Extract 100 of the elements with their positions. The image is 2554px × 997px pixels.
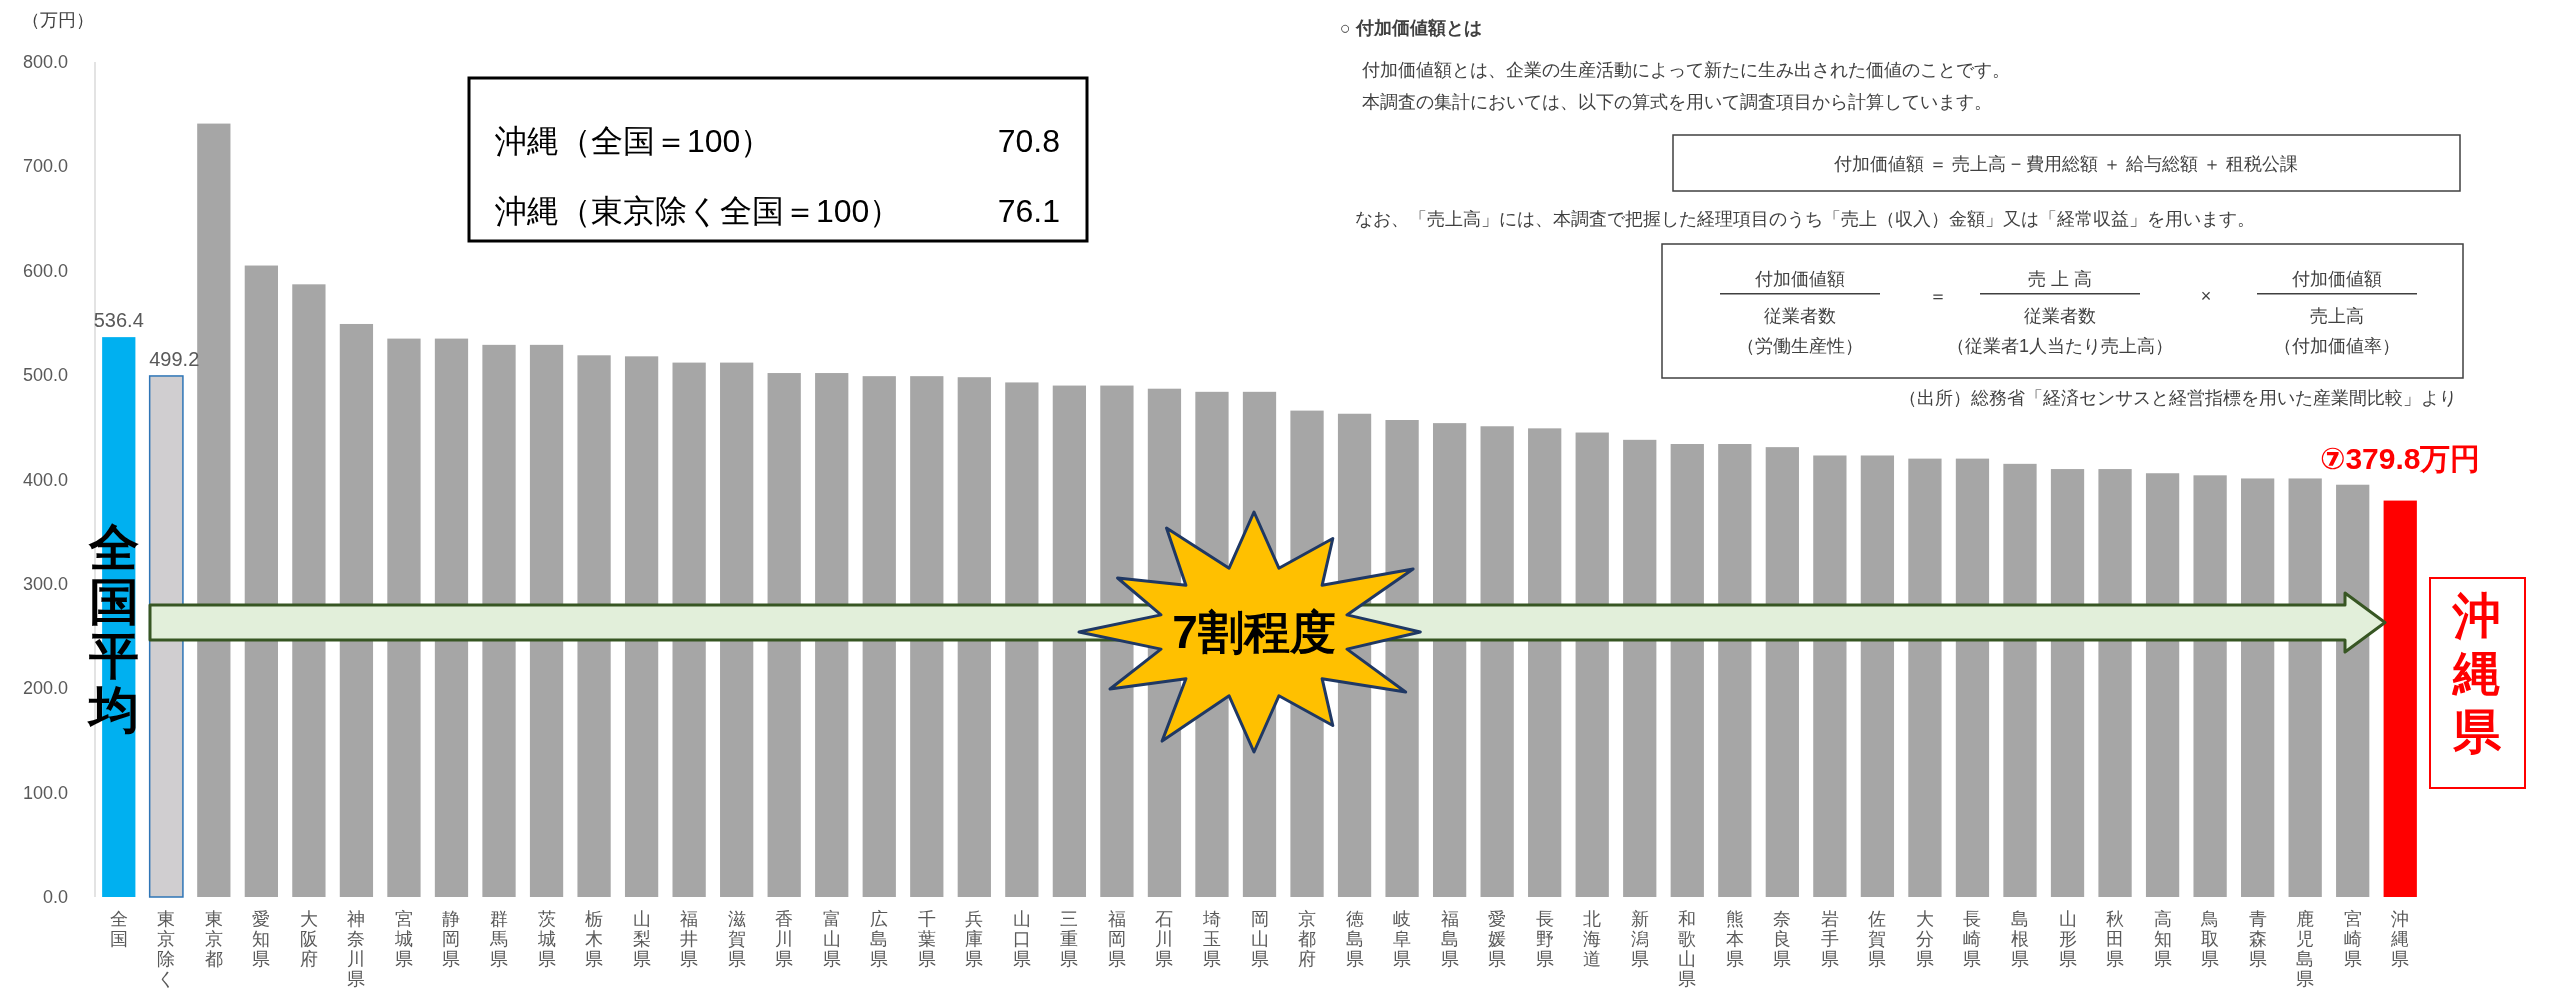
x-tick-label: 長崎県 [1963, 909, 1982, 969]
annotation: 沖縄（東京除く全国＝100） [495, 193, 902, 229]
bar [1480, 426, 1514, 897]
bar [2003, 463, 2037, 897]
annotation: （付加価値率） [2274, 336, 2400, 356]
x-tick-label: 岐阜県 [1393, 909, 1412, 969]
x-tick-label: 愛媛県 [1488, 909, 1507, 969]
bar [244, 265, 278, 897]
x-tick-label: 茨城県 [536, 909, 556, 969]
x-tick-label: 宮城県 [393, 909, 413, 969]
annotation: 付加価値額とは、企業の生産活動によって新たに生み出された価値のことです。 [1361, 60, 2010, 80]
x-tick-label: 全国 [109, 909, 128, 949]
x-tick-label: 青森県 [2248, 909, 2267, 969]
x-tick-label: 高知県 [2153, 909, 2172, 969]
annotation: 76.1 [997, 193, 1060, 229]
bar [862, 376, 896, 897]
annotation: ＝ [1929, 286, 1947, 306]
x-tick-label: 京都府 [1298, 909, 1317, 969]
bar [482, 344, 516, 897]
y-tick-label: 300.0 [22, 573, 68, 594]
x-tick-label: 山形県 [2058, 909, 2077, 969]
y-tick-label: 200.0 [22, 678, 68, 699]
x-tick-label: 山梨県 [632, 909, 651, 969]
x-tick-label: 宮崎県 [2343, 909, 2362, 969]
y-tick-label: 700.0 [22, 156, 68, 177]
x-tick-label: 岩手県 [1820, 909, 1839, 969]
bar [1670, 444, 1704, 897]
bar [1528, 428, 1562, 897]
x-tick-label: 奈良県 [1773, 909, 1792, 969]
text: 沖縄県 [2451, 589, 2502, 758]
annotation: 70.8 [997, 123, 1060, 159]
x-tick-label: 佐賀県 [1868, 909, 1887, 969]
x-tick-label: 千葉県 [917, 909, 936, 969]
y-tick-label: 800.0 [22, 52, 68, 72]
bar [815, 373, 849, 897]
annotation: 沖縄（全国＝100） [495, 123, 773, 159]
bar [720, 362, 754, 897]
x-tick-label: 富山県 [822, 909, 841, 969]
bar [2193, 475, 2227, 897]
bar [957, 377, 991, 897]
annotation: 本調査の集計においては、以下の算式を用いて調査項目から計算しています。 [1362, 92, 1992, 112]
x-tick-label: 長野県 [1535, 909, 1554, 969]
bar [624, 356, 659, 897]
bar [577, 355, 611, 897]
text: ○ 付加価値額とは [1340, 18, 1482, 38]
annotation: 7割程度 [1172, 606, 1336, 658]
bar [1908, 458, 1942, 897]
x-tick-label: 沖縄県 [2390, 909, 2410, 969]
x-tick-label: 鳥取県 [2200, 909, 2220, 969]
x-tick-label: 秋田県 [2106, 909, 2125, 969]
bar [1432, 423, 1467, 897]
annotation: 売上高 [2310, 306, 2364, 326]
bar [1718, 444, 1752, 897]
bar [148, 375, 184, 898]
x-tick-label: 和歌山県 [1678, 909, 1697, 989]
x-tick-label: 福岡県 [1107, 909, 1126, 969]
x-tick-label: 岡山県 [1250, 909, 1269, 969]
annotation: 従業者数 [1764, 306, 1836, 326]
x-tick-label: 埼玉県 [1201, 909, 1221, 969]
x-tick-label: 東京除く [157, 909, 176, 989]
x-tick-label: 福井県 [680, 909, 699, 969]
x-tick-label: 静岡県 [442, 909, 461, 969]
bar [387, 338, 421, 897]
y-tick-label: 400.0 [22, 469, 68, 490]
x-tick-label: 徳島県 [1345, 909, 1364, 969]
x-tick-label: 大阪府 [299, 909, 318, 969]
annotation: 売 上 高 [2027, 269, 2093, 289]
x-tick-label: 新潟県 [1630, 909, 1649, 969]
bar [529, 344, 564, 897]
x-tick-label: 栃木県 [585, 909, 604, 969]
annotation: （労働生産性） [1737, 336, 1863, 356]
x-tick-label: 石川県 [1155, 909, 1174, 969]
y-tick-label: 100.0 [22, 782, 68, 803]
bar [910, 376, 944, 897]
x-tick-label: 兵庫県 [965, 909, 984, 969]
bar [292, 284, 326, 897]
data-label: 536.4 [93, 309, 144, 332]
x-tick-label: 島根県 [2010, 909, 2029, 969]
bar [767, 373, 801, 897]
bar [197, 123, 231, 897]
bar [1765, 447, 1799, 897]
bar [2050, 469, 2085, 897]
bar [2098, 469, 2132, 897]
x-tick-label: 群馬県 [489, 909, 509, 969]
bar [1860, 455, 1895, 897]
bar [672, 362, 706, 897]
x-tick-label: 滋賀県 [727, 909, 746, 969]
annotation: 従業者数 [2024, 306, 2096, 326]
annotation: 付加価値額 ＝ 売上高 − 費用総額 ＋ 給与総額 ＋ 租税公課 [1832, 154, 2299, 174]
bar [1575, 432, 1609, 897]
annotation: 付加価値額 [2291, 269, 2382, 289]
y-axis-title: （万円） [22, 10, 94, 30]
x-tick-label: 山口県 [1012, 909, 1031, 969]
annotation: 付加価値額 [1754, 269, 1845, 289]
data-label: ⑦379.8万円 [2319, 441, 2481, 475]
x-tick-label: 北海道 [1583, 909, 1602, 969]
bar [1813, 455, 1847, 897]
y-tick-label: 500.0 [22, 365, 68, 386]
annotation: （従業者1人当たり売上高） [1946, 336, 2174, 356]
bar [2383, 500, 2417, 897]
